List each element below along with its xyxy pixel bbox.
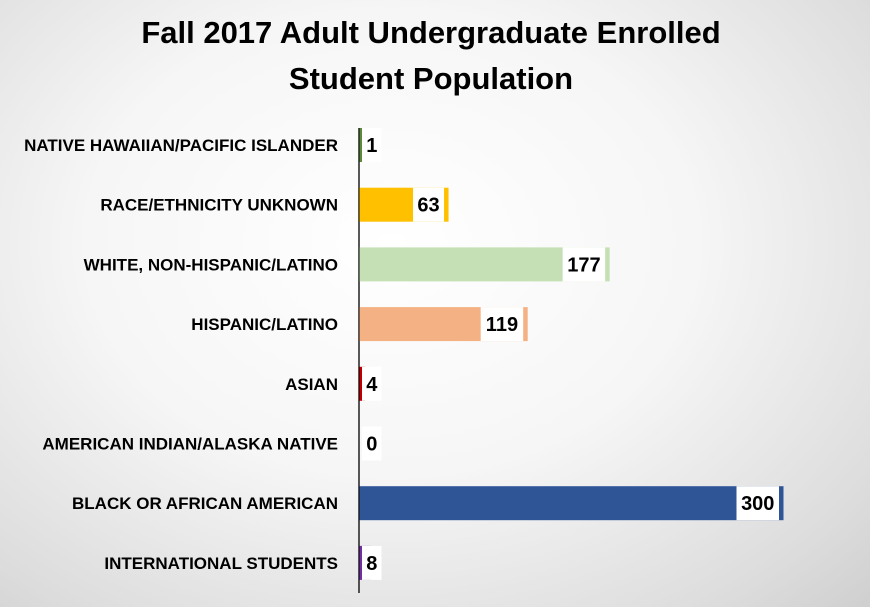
bar	[359, 128, 362, 162]
data-label: 1	[366, 135, 377, 157]
category-label: ASIAN	[285, 375, 338, 394]
data-label-background	[362, 545, 382, 580]
data-label-background	[480, 307, 524, 342]
data-label: 0	[366, 434, 377, 456]
category-label: BLACK OR AFRICAN AMERICAN	[72, 494, 338, 513]
data-label: 4	[366, 374, 378, 396]
data-label: 177	[567, 254, 600, 276]
data-label-background	[413, 187, 445, 222]
chart-title: Fall 2017 Adult Undergraduate Enrolled S…	[0, 10, 862, 102]
data-label-background	[362, 366, 382, 401]
data-label-background	[362, 426, 382, 461]
data-label-background	[362, 128, 382, 162]
bar	[359, 486, 784, 521]
data-label: 8	[366, 553, 377, 575]
chart-title-line-1: Fall 2017 Adult Undergraduate Enrolled	[141, 15, 721, 50]
category-label: HISPANIC/LATINO	[191, 315, 338, 334]
category-label: INTERNATIONAL STUDENTS	[104, 554, 338, 573]
data-label-background	[736, 486, 779, 521]
data-label-background	[562, 247, 606, 282]
category-label: WHITE, NON-HISPANIC/LATINO	[84, 255, 338, 274]
data-label: 119	[486, 314, 518, 336]
chart-title-line-2: Student Population	[288, 61, 574, 96]
data-label: 300	[741, 493, 774, 515]
category-label: NATIVE HAWAIIAN/PACIFIC ISLANDER	[24, 136, 338, 155]
category-label: AMERICAN INDIAN/ALASKA NATIVE	[42, 435, 338, 454]
category-label: RACE/ETHNICITY UNKNOWN	[100, 196, 338, 215]
data-label: 63	[417, 195, 439, 217]
